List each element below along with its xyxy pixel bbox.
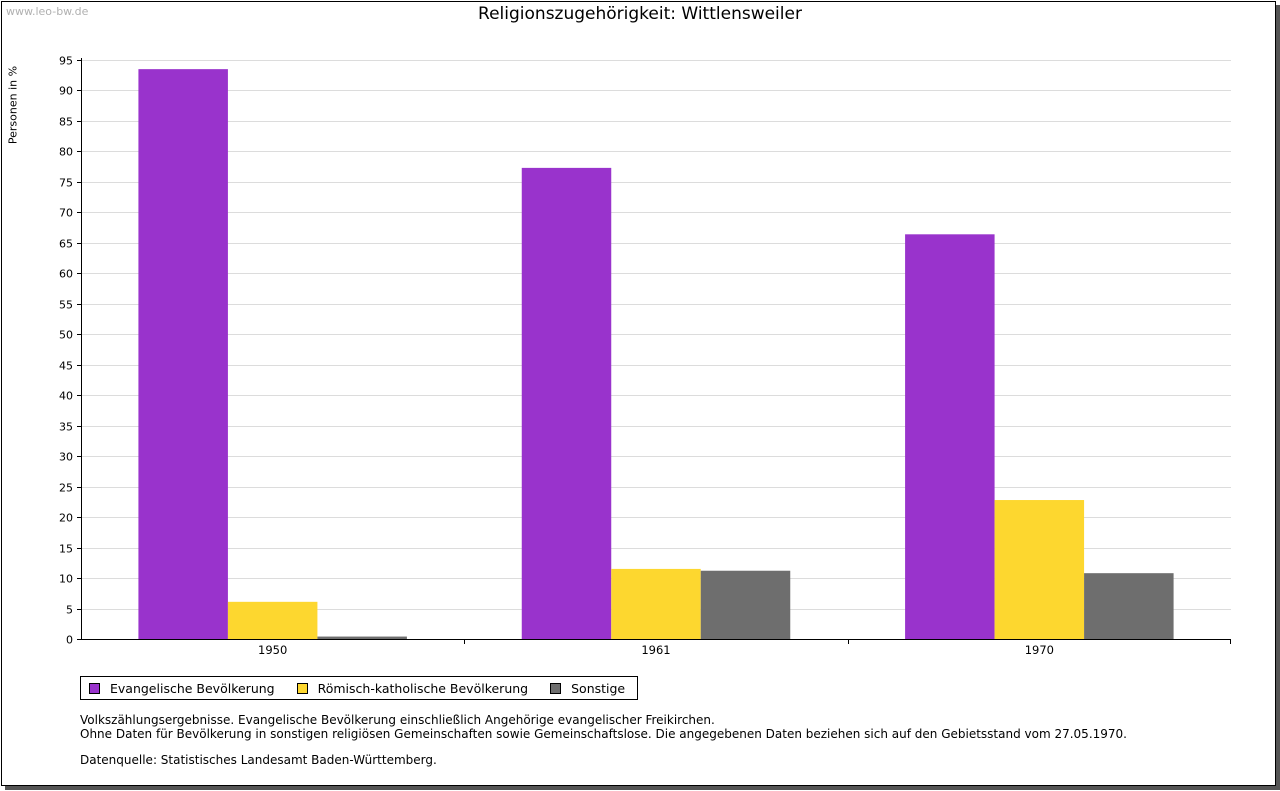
- y-tick-label: 40: [59, 390, 73, 403]
- note-line-2: Ohne Daten für Bevölkerung in sonstigen …: [80, 727, 1127, 741]
- y-tick-label: 95: [59, 55, 73, 68]
- y-tick-label: 0: [66, 634, 73, 647]
- note-line-1: Volkszählungsergebnisse. Evangelische Be…: [80, 713, 715, 727]
- bar-r-misch-katholische-bev-lkerung-1970: [994, 500, 1085, 639]
- data-source: Datenquelle: Statistisches Landesamt Bad…: [80, 753, 437, 767]
- x-tick-label: 1950: [258, 643, 287, 657]
- bar-evangelische-bev-lkerung-1950: [138, 69, 228, 640]
- legend: Evangelische Bevölkerung Römisch-katholi…: [80, 676, 639, 700]
- bar-chart: 0 5 10 15 20 25 30 35 40 45 50 55 60 65 70 75 80 85 90 95 19…: [59, 55, 1231, 657]
- legend-swatch: [296, 682, 308, 694]
- y-tick-label: 80: [59, 146, 73, 159]
- x-tick-label: 1961: [641, 643, 670, 657]
- bar-evangelische-bev-lkerung-1961: [521, 167, 612, 640]
- legend-label: Römisch-katholische Bevölkerung: [317, 680, 529, 696]
- legend-item-sonstige: Sonstige: [550, 681, 625, 696]
- y-tick-label: 35: [59, 421, 73, 434]
- legend-swatch: [89, 682, 100, 694]
- y-tick-label: 60: [59, 268, 73, 281]
- y-tick-label: 20: [59, 512, 73, 525]
- watermark: www.leo-bw.de: [6, 5, 89, 18]
- bar-sonstige-1961: [700, 570, 791, 639]
- y-tick-label: 50: [59, 329, 73, 342]
- bar-r-misch-katholische-bev-lkerung-1950: [227, 601, 318, 639]
- y-tick-label: 75: [59, 177, 73, 190]
- bar-sonstige-1970: [1084, 573, 1174, 639]
- legend-item-evangelisch: Evangelische Bevölkerung: [89, 681, 275, 696]
- bar-evangelische-bev-lkerung-1970: [905, 234, 995, 639]
- y-tick-label: 25: [59, 482, 73, 495]
- bar-sonstige-1950: [317, 636, 407, 639]
- bar-r-misch-katholische-bev-lkerung-1961: [611, 568, 701, 639]
- y-tick-label: 65: [59, 238, 73, 251]
- y-tick-label: 10: [59, 573, 73, 586]
- legend-label: Sonstige: [571, 680, 626, 696]
- y-tick-label: 15: [59, 543, 73, 556]
- y-tick-label: 85: [59, 116, 73, 129]
- legend-label: Evangelische Bevölkerung: [110, 680, 275, 696]
- y-tick-label: 70: [59, 207, 73, 220]
- chart-title: Religionszugehörigkeit: Wittlensweiler: [478, 4, 802, 24]
- legend-swatch: [550, 682, 562, 694]
- y-tick-label: 90: [59, 85, 73, 98]
- y-tick-label: 5: [66, 604, 73, 617]
- x-tick-label: 1970: [1025, 643, 1054, 657]
- y-tick-label: 45: [59, 360, 73, 373]
- y-tick-label: 30: [59, 451, 73, 464]
- y-tick-label: 55: [59, 299, 73, 312]
- legend-item-katholisch: Römisch-katholische Bevölkerung: [296, 680, 529, 696]
